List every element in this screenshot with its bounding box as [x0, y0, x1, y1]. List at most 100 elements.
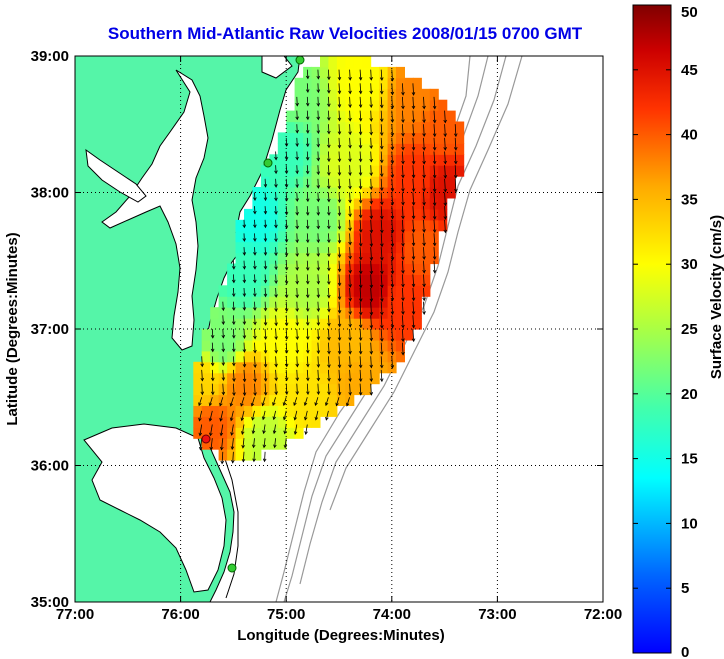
velocity-cell	[336, 219, 346, 232]
velocity-arrow	[422, 96, 426, 110]
velocity-cell	[370, 329, 380, 341]
velocity-arrow	[229, 397, 234, 407]
velocity-arrow	[327, 206, 331, 216]
velocity-arrow	[316, 247, 321, 257]
velocity-arrow	[261, 397, 266, 407]
velocity-cell	[252, 198, 262, 210]
velocity-arrow	[293, 397, 298, 406]
velocity-arrow	[295, 219, 299, 230]
velocity-cell	[404, 274, 414, 286]
velocity-arrow	[219, 397, 224, 407]
velocity-cell	[320, 121, 329, 133]
velocity-cell	[353, 143, 363, 155]
velocity-arrow	[242, 342, 247, 353]
velocity-cell	[286, 198, 296, 210]
velocity-cell	[277, 394, 287, 406]
velocity-cell	[362, 230, 372, 243]
velocity-arrow	[242, 233, 247, 242]
velocity-cell	[210, 307, 220, 319]
velocity-cell	[379, 110, 389, 123]
velocity-cell	[336, 318, 346, 330]
velocity-arrow	[369, 178, 373, 191]
velocity-cell	[421, 176, 431, 188]
velocity-cell	[303, 394, 313, 406]
velocity-cell	[328, 77, 338, 90]
velocity-arrow	[369, 369, 374, 383]
velocity-cell	[286, 405, 296, 417]
velocity-cell	[379, 99, 389, 112]
velocity-cell	[277, 372, 287, 385]
velocity-cell	[252, 372, 262, 385]
velocity-arrow	[303, 397, 308, 406]
velocity-arrow	[231, 451, 235, 464]
velocity-arrow	[348, 301, 352, 315]
velocity-cell	[244, 339, 253, 352]
velocity-cell	[210, 383, 220, 396]
velocity-cell	[379, 241, 389, 254]
velocity-cell	[328, 88, 338, 101]
velocity-arrow	[327, 383, 331, 396]
velocity-arrow	[453, 151, 458, 165]
velocity-arrow	[390, 69, 395, 82]
velocity-cell	[277, 187, 287, 199]
velocity-cell	[252, 208, 262, 221]
x-tick-label: 73:00	[478, 606, 516, 623]
velocity-arrow	[411, 165, 416, 179]
velocity-arrow	[453, 165, 458, 179]
velocity-cell	[379, 307, 389, 319]
velocity-arrow	[380, 274, 384, 289]
velocity-arrow	[240, 410, 245, 422]
velocity-arrow	[432, 206, 437, 220]
velocity-cell	[286, 132, 296, 144]
velocity-cell	[227, 263, 237, 275]
velocity-cell	[412, 198, 422, 210]
velocity-arrow	[358, 301, 363, 316]
velocity-cell	[252, 361, 262, 374]
velocity-cell	[252, 350, 262, 363]
velocity-arrow	[305, 124, 310, 134]
velocity-cell	[328, 339, 338, 352]
velocity-cell	[235, 405, 245, 417]
velocity-arrow	[432, 110, 437, 124]
velocity-arrow	[284, 206, 289, 216]
velocity-cell	[235, 350, 245, 363]
velocity-cell	[277, 165, 287, 177]
velocity-arrow	[251, 410, 255, 421]
velocity-cell	[336, 165, 346, 177]
velocity-cell	[193, 383, 203, 396]
velocity-cell	[396, 230, 405, 243]
y-tick-label: 35:00	[31, 594, 69, 611]
velocity-arrow	[263, 356, 268, 368]
velocity-cell	[379, 165, 389, 177]
velocity-cell	[269, 350, 279, 363]
velocity-cell	[311, 121, 321, 133]
velocity-cell	[320, 110, 329, 123]
velocity-arrow	[274, 151, 278, 161]
velocity-arrow	[274, 383, 278, 396]
velocity-cell	[235, 241, 245, 254]
velocity-cell	[336, 56, 346, 68]
velocity-cell	[320, 198, 329, 210]
velocity-arrow	[284, 328, 289, 341]
velocity-arrow	[380, 178, 384, 192]
velocity-cell	[320, 88, 329, 101]
velocity-cell	[320, 187, 329, 199]
velocity-arrow	[337, 96, 342, 108]
velocity-arrow	[274, 274, 278, 285]
velocity-arrow	[348, 233, 352, 246]
velocity-arrow	[432, 219, 437, 234]
velocity-cell	[396, 77, 405, 90]
velocity-arrow	[327, 83, 331, 94]
velocity-arrow	[263, 315, 268, 326]
velocity-cell	[294, 339, 304, 352]
velocity-arrow	[251, 424, 256, 435]
velocity-cell	[328, 394, 338, 406]
velocity-cell	[260, 427, 270, 439]
velocity-arrow	[210, 328, 215, 339]
velocity-arrow	[250, 397, 255, 407]
velocity-arrow	[241, 451, 246, 463]
velocity-cell	[277, 383, 287, 396]
velocity-cell	[353, 241, 363, 254]
velocity-cell	[370, 372, 380, 385]
velocity-arrow	[348, 192, 352, 204]
